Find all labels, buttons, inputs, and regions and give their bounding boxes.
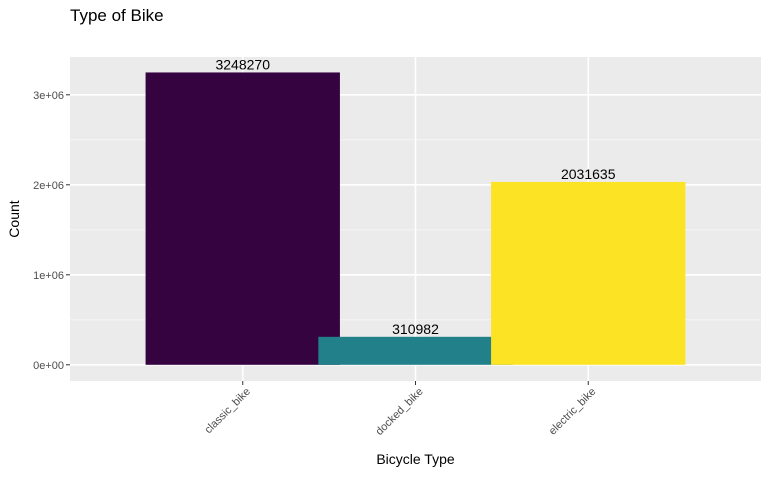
- bar-classic-bike: [145, 72, 340, 365]
- y-axis: 0e+00 1e+06 2e+06 3e+06: [33, 90, 70, 372]
- bar-value-label: 3248270: [215, 56, 270, 72]
- y-tick-label: 0e+00: [33, 360, 64, 372]
- bars: [145, 72, 686, 365]
- bar-value-label: 310982: [392, 321, 439, 337]
- bar-docked-bike: [318, 336, 513, 365]
- x-tick-label: electric_bike: [547, 386, 599, 438]
- y-tick-label: 1e+06: [33, 270, 64, 282]
- bar-value-label: 2031635: [561, 166, 616, 182]
- chart-title: Type of Bike: [70, 6, 164, 25]
- bar-labels: 3248270 310982 2031635: [215, 56, 615, 336]
- x-axis: classic_bike docked_bike electric_bike: [203, 381, 599, 438]
- x-tick-label: docked_bike: [374, 386, 426, 438]
- bar-electric-bike: [491, 181, 686, 365]
- x-tick-label: classic_bike: [203, 386, 253, 436]
- y-tick-label: 3e+06: [33, 90, 64, 102]
- x-axis-label: Bicycle Type: [376, 451, 455, 467]
- y-axis-label: Count: [6, 200, 22, 237]
- y-tick-label: 2e+06: [33, 180, 64, 192]
